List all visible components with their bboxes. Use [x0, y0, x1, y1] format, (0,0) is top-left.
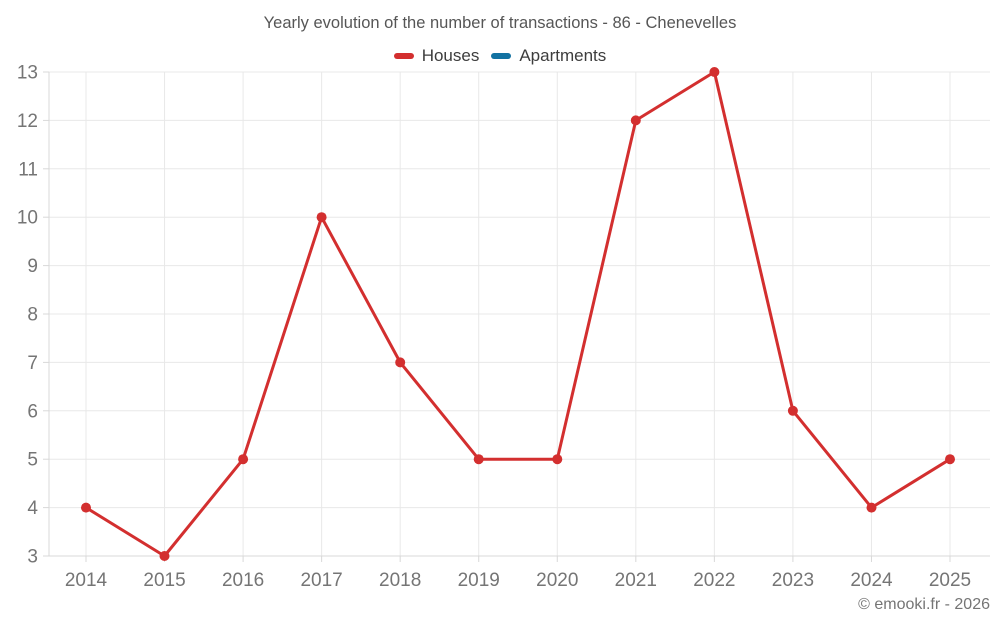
x-axis-label-2023: 2023 — [772, 570, 814, 591]
y-axis-label-8: 8 — [27, 305, 38, 326]
x-axis-label-2020: 2020 — [536, 570, 578, 591]
chart-title: Yearly evolution of the number of transa… — [263, 14, 737, 32]
x-axis-label-2018: 2018 — [379, 570, 421, 591]
y-axis-label-11: 11 — [18, 159, 38, 180]
data-point-houses-2016[interactable] — [238, 454, 249, 465]
y-axis-label-5: 5 — [27, 450, 38, 471]
y-axis-label-4: 4 — [27, 498, 38, 519]
x-axis-label-2019: 2019 — [458, 570, 500, 591]
legend-item-apartments[interactable]: Apartments — [491, 46, 606, 66]
x-axis-label-2017: 2017 — [300, 570, 342, 591]
data-point-houses-2019[interactable] — [473, 454, 484, 465]
data-point-houses-2023[interactable] — [787, 405, 798, 416]
legend-label-apartments: Apartments — [519, 46, 607, 65]
data-point-houses-2015[interactable] — [159, 551, 170, 561]
x-axis-label-2022: 2022 — [693, 570, 735, 591]
y-axis-label-7: 7 — [27, 353, 38, 374]
data-point-houses-2018[interactable] — [395, 357, 406, 368]
legend-swatch-apartments — [491, 53, 512, 59]
x-axis-label-2024: 2024 — [850, 570, 893, 591]
x-axis-label-2014: 2014 — [65, 570, 108, 591]
x-axis-label-2021: 2021 — [615, 570, 657, 591]
legend-label-houses: Houses — [421, 46, 480, 65]
data-point-houses-2014[interactable] — [81, 502, 91, 513]
x-axis-label-2016: 2016 — [222, 570, 264, 591]
y-axis-label-13: 13 — [17, 63, 38, 84]
data-point-houses-2017[interactable] — [316, 212, 327, 223]
y-axis-label-12: 12 — [17, 111, 38, 132]
y-axis-label-3: 3 — [27, 547, 38, 568]
houses-line — [84, 70, 952, 558]
y-axis-label-6: 6 — [27, 401, 38, 422]
x-axis-label-2015: 2015 — [143, 570, 185, 591]
legend-swatch-houses — [393, 53, 414, 59]
data-point-houses-2025[interactable] — [945, 454, 955, 465]
y-axis-label-10: 10 — [17, 208, 38, 229]
x-axis-label-2025: 2025 — [929, 570, 971, 591]
data-point-houses-2021[interactable] — [630, 115, 641, 126]
y-axis-label-9: 9 — [27, 256, 38, 277]
data-point-houses-2024[interactable] — [866, 502, 877, 513]
copyright: © emooki.fr - 2026 — [858, 596, 990, 613]
legend-item-houses[interactable]: Houses — [393, 46, 480, 66]
data-point-houses-2022[interactable] — [709, 67, 720, 77]
data-point-houses-2020[interactable] — [552, 454, 563, 465]
legend: Houses Apartments — [0, 46, 1000, 66]
